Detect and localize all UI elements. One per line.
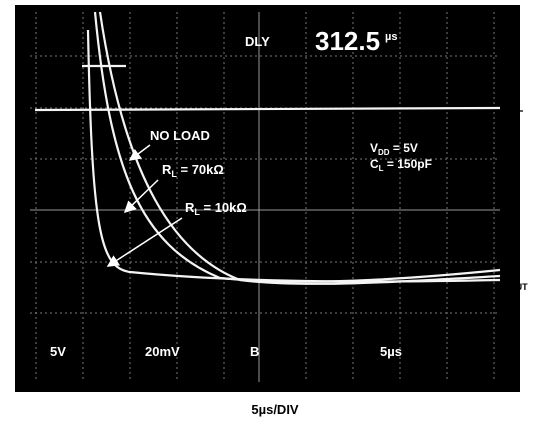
text-part: = 10kΩ [200,200,247,215]
text-part: DD [378,148,390,157]
text-part: = 70kΩ [177,162,224,177]
no-load-label: NO LOAD [150,128,210,143]
readout-time: 5µs [380,344,402,359]
arrow-70k [123,179,159,214]
text-part: R [162,162,172,177]
cs-label: CS [502,112,520,127]
vout-label: VOUT [500,275,528,292]
readout-trigger: B [250,344,259,359]
rl-10k-trace [86,29,501,283]
delay-value: 312.5 [315,26,380,56]
text-part: V [500,275,509,290]
arrow-no-load [128,144,151,161]
readout-ch2: 20mV [145,344,180,359]
text-part: C [370,157,379,171]
arrow-10k [106,217,183,267]
text-part: = 5V [390,141,418,155]
text-part: OUT [509,282,529,292]
cs-trace [34,106,501,112]
rl-10k-label: RL = 10kΩ [185,200,247,217]
scope-screen [15,5,520,392]
readout-ch1: 5V [50,344,66,359]
text-part: R [185,200,195,215]
text-part: V [370,141,378,155]
traces [34,11,501,285]
vdd-label: VDD = 5V [370,141,418,157]
text-part: L [379,164,384,173]
text-part: L [194,207,200,217]
delay-label: DLY [245,34,270,49]
timebase-label: 5µs/DIV [251,402,299,417]
delay-unit: µs [385,31,397,43]
rl-70k-label: RL = 70kΩ [162,162,224,179]
text-part: L [171,169,177,179]
cl-label: CL = 150pF [370,157,432,173]
text-part: = 150pF [384,157,432,171]
